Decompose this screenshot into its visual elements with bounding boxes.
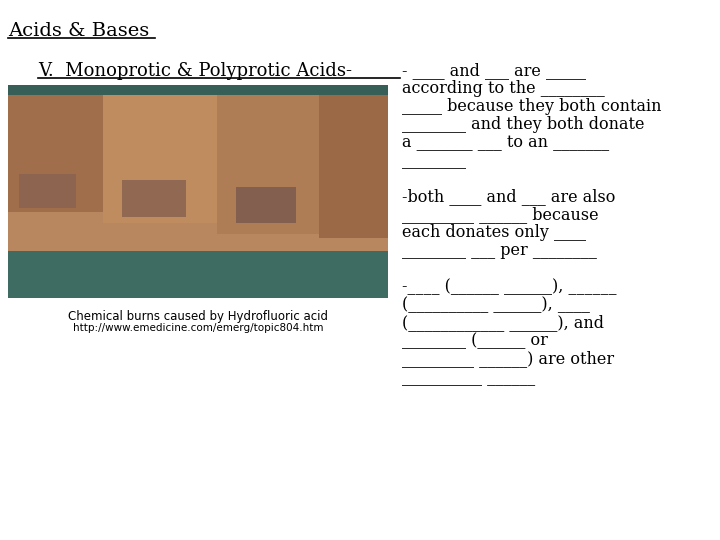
Text: __________ ______: __________ ______ xyxy=(402,368,535,385)
Text: ________ (______ or: ________ (______ or xyxy=(402,332,548,349)
Text: -____ (______ ______), ______: -____ (______ ______), ______ xyxy=(402,278,616,295)
Text: Acids & Bases: Acids & Bases xyxy=(8,22,149,40)
Text: ________ ___ per ________: ________ ___ per ________ xyxy=(402,242,597,259)
Text: ________ and they both donate: ________ and they both donate xyxy=(402,116,644,133)
Text: http://www.emedicine.com/emerg/topic804.htm: http://www.emedicine.com/emerg/topic804.… xyxy=(73,323,323,333)
Text: (____________ ______), and: (____________ ______), and xyxy=(402,314,604,331)
Text: according to the ________: according to the ________ xyxy=(402,80,605,97)
Text: V.  Monoprotic & Polyprotic Acids-: V. Monoprotic & Polyprotic Acids- xyxy=(38,62,352,80)
Text: Chemical burns caused by Hydrofluoric acid: Chemical burns caused by Hydrofluoric ac… xyxy=(68,310,328,323)
Text: (__________ ______), ____: (__________ ______), ____ xyxy=(402,296,590,313)
Text: a _______ ___ to an _______: a _______ ___ to an _______ xyxy=(402,134,609,151)
Text: ________: ________ xyxy=(402,152,466,169)
Text: _____ because they both contain: _____ because they both contain xyxy=(402,98,662,115)
Text: each donates only ____: each donates only ____ xyxy=(402,224,586,241)
Text: _________ ______) are other: _________ ______) are other xyxy=(402,350,614,367)
Text: _________ ______ because: _________ ______ because xyxy=(402,206,598,223)
Text: - ____ and ___ are _____: - ____ and ___ are _____ xyxy=(402,62,586,79)
Text: -both ____ and ___ are also: -both ____ and ___ are also xyxy=(402,188,616,205)
